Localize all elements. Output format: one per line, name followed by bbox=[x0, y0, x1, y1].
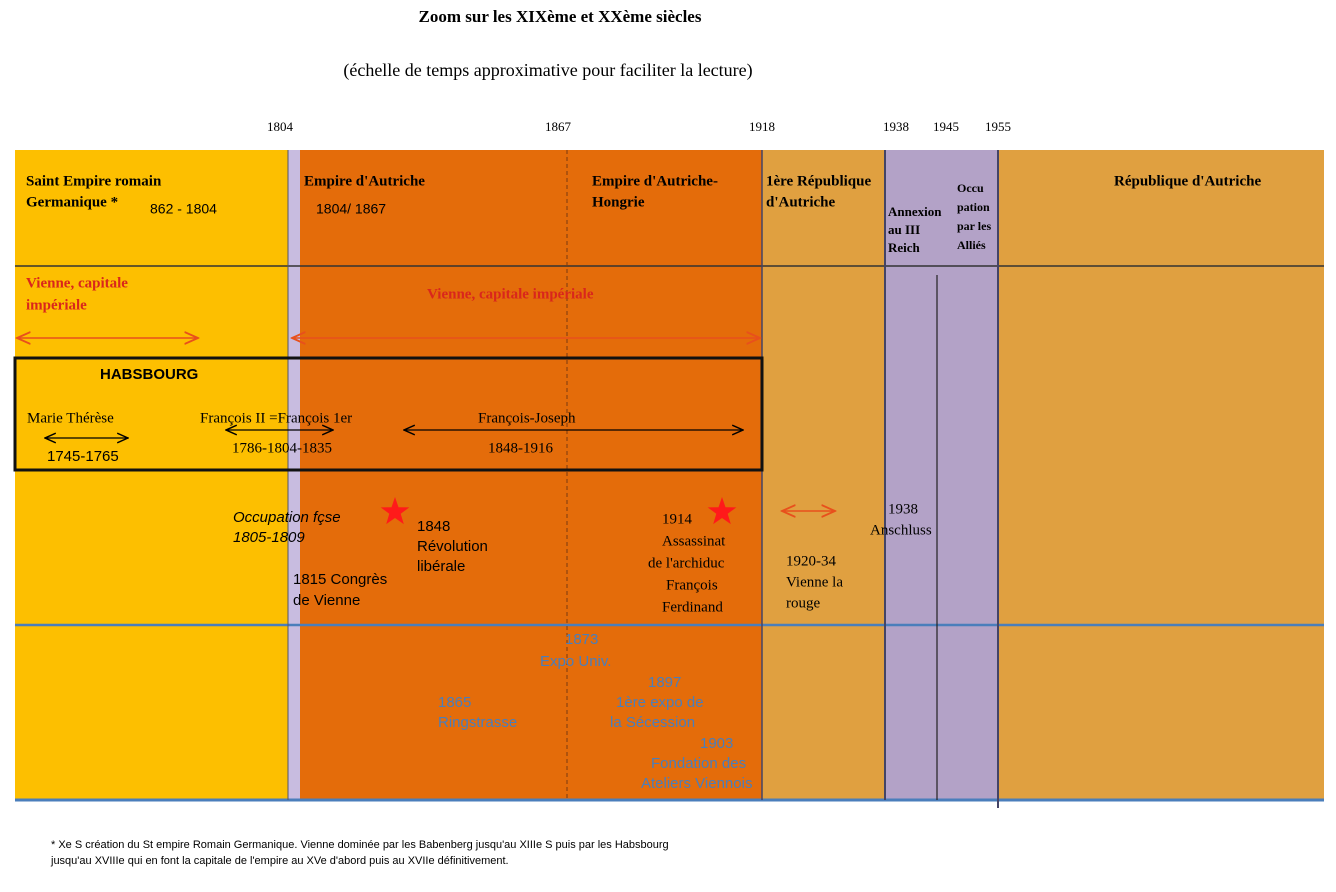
bands bbox=[13, 150, 1324, 808]
title: Zoom sur les XIXème et XXème siècles bbox=[419, 7, 702, 26]
ruler-name: François II =François 1er bbox=[200, 410, 352, 426]
period-name: par les bbox=[957, 219, 991, 233]
event: François bbox=[666, 577, 718, 593]
event: rouge bbox=[786, 595, 820, 611]
period-name: Saint Empire romain bbox=[26, 173, 162, 189]
period-name: d'Autriche bbox=[766, 194, 836, 210]
period-name: Empire d'Autriche bbox=[304, 173, 425, 189]
period-name: pation bbox=[957, 200, 990, 214]
event: Anschluss bbox=[870, 522, 932, 538]
period-name: 1ère République bbox=[766, 173, 871, 189]
year-label: 1955 bbox=[985, 119, 1011, 134]
ruler-dates: 1786-1804-1835 bbox=[232, 440, 332, 456]
event: libérale bbox=[417, 558, 465, 575]
period-name: Annexion bbox=[888, 204, 942, 219]
habsbourg-box bbox=[13, 356, 764, 472]
year-label: 1918 bbox=[749, 119, 775, 134]
band bbox=[762, 150, 885, 800]
year-label: 1945 bbox=[933, 119, 959, 134]
event: 1848 bbox=[417, 518, 450, 535]
year-label: 1938 bbox=[883, 119, 909, 134]
event: 1805-1809 bbox=[233, 529, 305, 546]
event: de l'archiduc bbox=[648, 555, 725, 571]
capital-label: impériale bbox=[26, 297, 87, 313]
capital-label: Vienne, capitale impériale bbox=[427, 286, 594, 302]
culture-event: Ateliers Viennois bbox=[641, 775, 752, 792]
period-dates: 1804/ 1867 bbox=[316, 201, 386, 217]
event: Ferdinand bbox=[662, 599, 723, 615]
culture-event: 1ère expo de bbox=[616, 694, 704, 711]
star bbox=[707, 497, 737, 525]
star bbox=[380, 497, 410, 525]
footnote: * Xe S création du St empire Romain Germ… bbox=[51, 839, 669, 851]
band bbox=[300, 150, 762, 800]
subtitle: (échelle de temps approximative pour fac… bbox=[343, 60, 752, 81]
culture-event: Ringstrasse bbox=[438, 714, 517, 731]
event: de Vienne bbox=[293, 592, 360, 609]
band bbox=[15, 150, 288, 800]
period-name: Reich bbox=[888, 240, 921, 255]
event: Révolution bbox=[417, 538, 488, 555]
event: Vienne la bbox=[786, 574, 843, 590]
dynasty-title: HABSBOURG bbox=[100, 366, 198, 383]
event: 1914 bbox=[662, 511, 693, 527]
event: 1938 bbox=[888, 501, 918, 517]
band bbox=[885, 150, 998, 800]
year-label: 1804 bbox=[267, 119, 294, 134]
event: 1815 Congrès bbox=[293, 571, 387, 588]
year-label: 1867 bbox=[545, 119, 572, 134]
culture-event: la Sécession bbox=[610, 714, 695, 731]
period-name: République d'Autriche bbox=[1114, 173, 1261, 189]
culture-event: 1903 bbox=[700, 735, 733, 752]
period-dates: 862 - 1804 bbox=[150, 201, 217, 217]
ruler-dates: 1848-1916 bbox=[488, 440, 553, 456]
period-name: Empire d'Autriche- bbox=[592, 173, 718, 189]
culture-event: 1873 bbox=[565, 631, 598, 648]
footnote: jusqu'au XVIIIe qui en font la capitale … bbox=[50, 855, 509, 867]
event: Assassinat bbox=[662, 533, 726, 549]
event: Occupation fçse bbox=[233, 509, 341, 526]
event: 1920-34 bbox=[786, 553, 836, 569]
band bbox=[998, 150, 1324, 800]
period-name: Hongrie bbox=[592, 194, 645, 210]
period-name: au III bbox=[888, 222, 920, 237]
culture-event: Expo Univ. bbox=[540, 653, 611, 670]
period-name: Alliés bbox=[957, 238, 986, 252]
ruler-name: François-Joseph bbox=[478, 410, 576, 426]
culture-event: Fondation des bbox=[651, 755, 746, 772]
band bbox=[288, 150, 300, 800]
ruler-name: Marie Thérèse bbox=[27, 410, 114, 426]
culture-event: 1897 bbox=[648, 674, 681, 691]
capital-label: Vienne, capitale bbox=[26, 275, 128, 291]
period-name: Occu bbox=[957, 181, 984, 195]
ruler-dates: 1745-1765 bbox=[47, 448, 119, 465]
period-name: Germanique * bbox=[26, 194, 118, 210]
culture-event: 1865 bbox=[438, 694, 471, 711]
